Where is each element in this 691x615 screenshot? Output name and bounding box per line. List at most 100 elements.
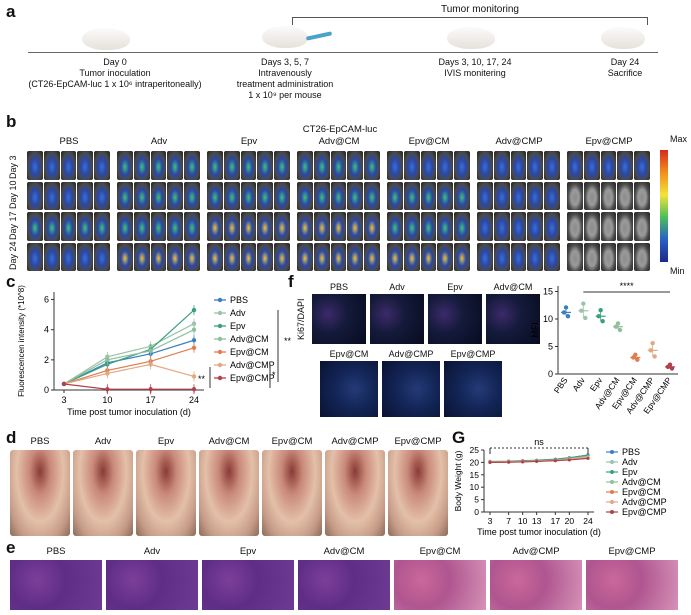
ivis-mouse-image [437, 151, 454, 180]
ivis-mouse-image [600, 181, 617, 210]
ivis-group-label: Adv [150, 136, 168, 147]
ivis-mouse-image [527, 242, 544, 271]
ki67-group-label: PBS [329, 282, 348, 292]
monitoring-bar [292, 17, 648, 18]
ivis-mouse-image [403, 242, 420, 271]
legend-label: PBS [230, 295, 248, 305]
he-group-label: Adv@CMP [512, 546, 560, 557]
ivis-mouse-image [454, 212, 470, 241]
legend-marker [610, 510, 614, 514]
legend-marker [217, 349, 223, 355]
ivis-mouse-image [207, 151, 223, 180]
x-axis-label: Time post tumor inoculation (d) [67, 407, 191, 417]
x-tick-label: 3 [61, 395, 66, 405]
sig-label: ** [284, 336, 292, 346]
ki67-group-label: Epv@CMP [450, 349, 496, 359]
legend-marker [610, 450, 614, 454]
ivis-mouse-image [313, 181, 330, 210]
panel-label-c: c [6, 272, 16, 291]
dissection-group-label: Adv [94, 436, 112, 447]
colorbar-max: Max [670, 134, 688, 144]
ivis-mouse-image [133, 181, 150, 210]
ivis-group-label: Epv@CMP [585, 136, 633, 147]
ivis-mouse-image [313, 151, 330, 180]
ivis-mouse-image [313, 212, 330, 241]
ivis-mouse-image [617, 181, 634, 210]
ivis-mouse-image [454, 181, 470, 210]
dissection-photo [262, 450, 322, 536]
ivis-mouse-image [493, 242, 510, 271]
ivis-mouse-image [600, 242, 617, 271]
ivis-mouse-image [527, 181, 544, 210]
ki67-image [444, 361, 502, 417]
y-tick-label: 15 [470, 470, 480, 480]
ki67-image-grid: PBS Adv Epv Adv@CM Epv@CM Adv@CMP Epv@CMP [300, 282, 540, 420]
y-tick-label: 25 [470, 445, 480, 455]
data-point [650, 341, 655, 346]
legend-label: Adv [230, 308, 246, 318]
ki67-group-label: Epv@CM [329, 349, 369, 359]
ivis-mouse-image [403, 212, 420, 241]
ivis-mouse-image [387, 181, 403, 210]
panel-label-e: e [6, 538, 16, 557]
timeline-step-4: Day 24 Sacrifice [607, 57, 643, 78]
he-group-label: PBS [46, 546, 66, 557]
ivis-mouse-image [150, 212, 167, 241]
ivis-group-labels: PBS Adv Epv Adv@CM Epv@CM Adv@CMP Epv@CMP [0, 136, 691, 150]
y-tick-label: 10 [543, 314, 553, 324]
ivis-mouse-image [94, 212, 110, 241]
ivis-mouse-image [207, 242, 223, 271]
ivis-row-label: Day 3 [8, 154, 18, 179]
ki67-image [428, 294, 482, 344]
series-line [63, 323, 195, 385]
dissection-photo [73, 450, 133, 536]
dissection-photo [388, 450, 448, 536]
legend-label: Epv@CM [622, 487, 661, 497]
syringe-icon [305, 31, 333, 41]
ivis-mouse-image [420, 212, 437, 241]
y-tick-label: 2 [44, 355, 49, 365]
ivis-mouse-image [634, 242, 650, 271]
ivis-mouse-image [94, 181, 110, 210]
legend-marker [610, 500, 614, 504]
ivis-mouse-image [207, 181, 223, 210]
ivis-mouse-image [43, 151, 60, 180]
y-tick-label: 20 [470, 457, 480, 467]
y-tick-label: 10 [470, 482, 480, 492]
ivis-mouse-image [94, 151, 110, 180]
timeline-step-1: Day 0 Tumor inoculation (CT26-EpCAM-luc 1 … [28, 57, 202, 89]
ivis-group-label: Adv@CM [318, 136, 360, 147]
he-histology-image [298, 560, 390, 610]
ivis-mouse-image [27, 151, 43, 180]
ivis-mouse-image [240, 181, 257, 210]
y-tick-label: 15 [543, 287, 553, 297]
ivis-group-label: Epv [240, 136, 258, 147]
ivis-mouse-image [364, 181, 380, 210]
ivis-mouse-image [437, 181, 454, 210]
ivis-mouse-image [27, 212, 43, 241]
dissection-photo-row: PBS Adv Epv Adv@CM Epv@CM Adv@CMP Epv@CMP [10, 436, 450, 538]
x-tick-label: 3 [488, 516, 493, 526]
ivis-mouse-image [27, 181, 43, 210]
ivis-mouse-image [527, 151, 544, 180]
x-tick-label: 24 [583, 516, 593, 526]
dissection-group-label: PBS [30, 436, 50, 447]
mouse-illustration-2 [262, 26, 308, 48]
ivis-mouse-image [583, 212, 600, 241]
ivis-mouse-image [257, 151, 274, 180]
ivis-mouse-image [567, 242, 583, 271]
ivis-mouse-image [150, 151, 167, 180]
data-point [586, 456, 590, 461]
y-tick-label: 0 [44, 385, 49, 395]
ki67-group-label: Adv [389, 282, 405, 292]
timeline-axis [28, 52, 658, 53]
series-line [63, 347, 195, 385]
ivis-mouse-image [184, 212, 200, 241]
ivis-mouse-image [387, 242, 403, 271]
ivis-mouse-image [43, 181, 60, 210]
ivis-mouse-image [510, 151, 527, 180]
legend-label: Adv [622, 457, 638, 467]
ivis-mouse-image [184, 181, 200, 210]
colorbar-min: Min [670, 266, 685, 276]
